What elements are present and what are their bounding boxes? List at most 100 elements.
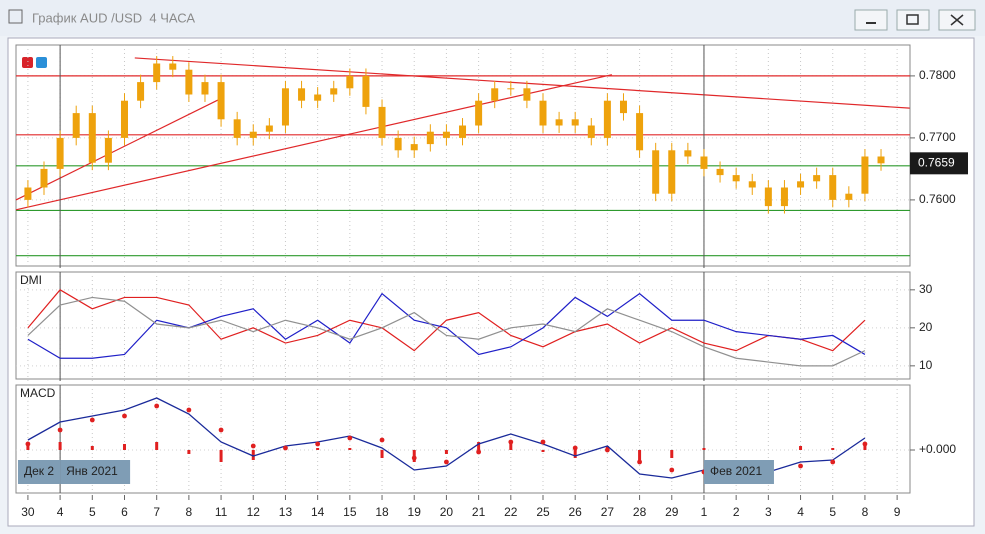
candle-body	[603, 100, 611, 138]
signal-dot	[57, 427, 63, 433]
histogram-bar	[670, 450, 674, 458]
blue-button[interactable]	[36, 57, 47, 68]
histogram-bar	[541, 450, 545, 452]
date-tag-bg	[703, 460, 774, 484]
x-tick-label: 1	[701, 505, 708, 519]
candle-body	[539, 100, 547, 126]
signal-dot	[798, 463, 803, 469]
candle-body	[426, 131, 434, 145]
trend-line	[15, 74, 613, 211]
candle-body	[120, 100, 128, 138]
signal-dot	[186, 407, 192, 413]
histogram-bar	[251, 450, 255, 460]
candle-body	[587, 125, 595, 138]
indicator-line	[27, 296, 866, 367]
signal-dot	[379, 437, 385, 443]
signal-dot	[476, 449, 482, 455]
candle-body	[813, 175, 821, 182]
red-button[interactable]	[22, 57, 33, 68]
x-tick-label: 4	[57, 505, 64, 519]
indicator-line	[27, 292, 866, 359]
signal-dot	[122, 413, 127, 419]
signal-dot	[25, 441, 31, 447]
histogram-bar	[573, 450, 577, 458]
histogram-bar	[509, 442, 513, 450]
candle-body	[700, 156, 708, 169]
candle-body	[555, 119, 563, 126]
candle-body	[40, 168, 48, 188]
maximize-icon	[906, 14, 919, 25]
candle-body	[394, 137, 402, 151]
candle-body	[442, 131, 450, 138]
x-tick-label: 21	[472, 505, 486, 519]
histogram-bar	[90, 446, 94, 450]
signal-dot	[444, 459, 449, 465]
signal-dot	[154, 403, 160, 409]
candle-body	[314, 94, 322, 101]
candle-body	[652, 150, 660, 194]
signal-dot	[830, 459, 836, 465]
candle-body	[475, 100, 483, 126]
y-tick-label: 10	[919, 358, 933, 372]
candle-body	[491, 88, 499, 101]
trend-line	[15, 99, 219, 201]
x-tick-label: 13	[279, 505, 293, 519]
candle-body	[748, 181, 756, 188]
histogram-bar	[58, 442, 62, 450]
candle-body	[797, 181, 805, 188]
candle-body	[668, 150, 676, 194]
histogram-bar	[477, 442, 481, 450]
y-tick-label: 0.7800	[919, 68, 956, 82]
panel-title: MACD	[20, 386, 56, 400]
close-icon	[950, 14, 964, 26]
histogram-bar	[799, 446, 803, 450]
x-tick-label: 15	[343, 505, 357, 519]
candle-body	[684, 150, 692, 157]
histogram-bar	[380, 450, 384, 458]
date-tag-bg	[60, 460, 131, 484]
candle-body	[298, 88, 306, 101]
x-tick-label: 27	[601, 505, 615, 519]
x-tick-label: 22	[504, 505, 518, 519]
y-tick-label: +0.000	[919, 442, 956, 456]
signal-dot	[250, 443, 256, 449]
x-tick-label: 29	[665, 505, 679, 519]
candle-body	[249, 131, 257, 138]
current-price-label: 0.7659	[918, 155, 955, 169]
candle-body	[330, 88, 338, 95]
candle-body	[877, 156, 885, 164]
x-tick-label: 19	[408, 505, 422, 519]
candle-body	[507, 88, 515, 90]
candle-body	[410, 144, 418, 151]
signal-dot	[669, 467, 675, 473]
candle-body	[169, 63, 177, 70]
candle-body	[845, 193, 853, 200]
candle-body	[716, 168, 724, 176]
candle-body	[88, 113, 96, 163]
x-tick-label: 12	[247, 505, 261, 519]
histogram-bar	[219, 450, 223, 462]
x-tick-label: 26	[569, 505, 583, 519]
signal-dot	[89, 417, 95, 423]
candle-body	[571, 119, 579, 126]
date-tag: Дек 2	[24, 464, 54, 478]
candle-body	[861, 156, 869, 194]
histogram-bar	[831, 448, 835, 450]
candle-body	[265, 125, 273, 132]
candle-body	[732, 175, 740, 182]
x-tick-label: 30	[21, 505, 35, 519]
candle-body	[137, 82, 145, 101]
x-tick-label: 5	[829, 505, 836, 519]
x-tick-label: 25	[536, 505, 550, 519]
signal-dot	[572, 445, 578, 451]
candle-body	[281, 88, 289, 126]
candle-body	[153, 63, 161, 83]
signal-dot	[218, 427, 224, 433]
histogram-bar	[122, 444, 126, 450]
maximize-button[interactable]	[896, 9, 930, 31]
y-tick-label: 0.7700	[919, 130, 956, 144]
signal-dot	[283, 445, 288, 451]
histogram-bar	[187, 450, 191, 454]
minimize-button[interactable]	[854, 9, 888, 31]
x-tick-label: 6	[121, 505, 128, 519]
